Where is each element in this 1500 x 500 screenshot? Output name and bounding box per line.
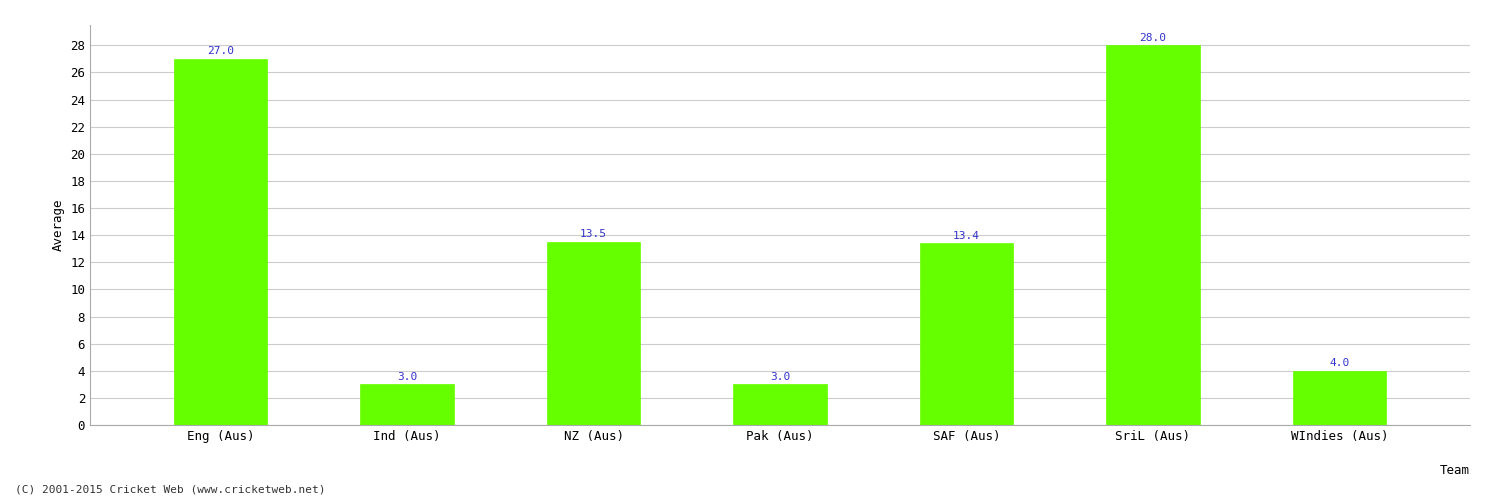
- Bar: [360, 384, 453, 425]
- Text: 3.0: 3.0: [770, 372, 790, 382]
- Bar: [734, 384, 827, 425]
- Bar: [1107, 46, 1200, 425]
- Text: 28.0: 28.0: [1140, 32, 1167, 42]
- Bar: [174, 59, 267, 425]
- Text: Team: Team: [1440, 464, 1470, 477]
- Text: 13.4: 13.4: [952, 230, 980, 240]
- Bar: [920, 244, 1013, 425]
- Text: 13.5: 13.5: [580, 229, 608, 239]
- Text: (C) 2001-2015 Cricket Web (www.cricketweb.net): (C) 2001-2015 Cricket Web (www.cricketwe…: [15, 485, 326, 495]
- Bar: [548, 242, 640, 425]
- Y-axis label: Average: Average: [51, 198, 64, 251]
- Text: 27.0: 27.0: [207, 46, 234, 56]
- Text: 4.0: 4.0: [1329, 358, 1350, 368]
- Text: 3.0: 3.0: [398, 372, 417, 382]
- Bar: [1293, 371, 1386, 425]
